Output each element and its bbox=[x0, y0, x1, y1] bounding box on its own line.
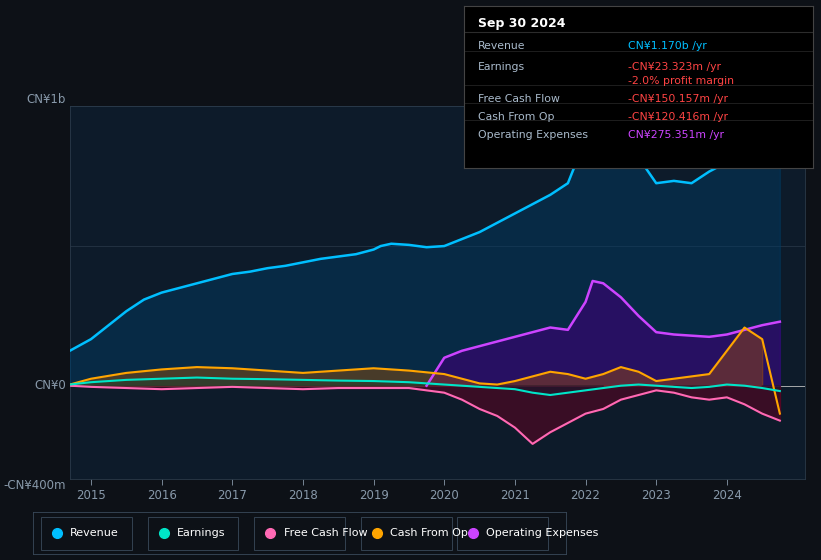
Text: Operating Expenses: Operating Expenses bbox=[487, 529, 599, 538]
Text: Cash From Op: Cash From Op bbox=[390, 529, 468, 538]
Text: Sep 30 2024: Sep 30 2024 bbox=[478, 17, 566, 30]
Text: Revenue: Revenue bbox=[478, 41, 525, 52]
Text: CN¥275.351m /yr: CN¥275.351m /yr bbox=[628, 130, 724, 140]
Text: Free Cash Flow: Free Cash Flow bbox=[284, 529, 367, 538]
Text: Earnings: Earnings bbox=[177, 529, 226, 538]
Text: -CN¥23.323m /yr: -CN¥23.323m /yr bbox=[628, 63, 721, 72]
Text: CN¥1.170b /yr: CN¥1.170b /yr bbox=[628, 41, 707, 52]
Text: Free Cash Flow: Free Cash Flow bbox=[478, 94, 560, 104]
Text: -2.0% profit margin: -2.0% profit margin bbox=[628, 76, 734, 86]
Text: -CN¥400m: -CN¥400m bbox=[3, 479, 67, 492]
Text: Revenue: Revenue bbox=[71, 529, 119, 538]
Text: Cash From Op: Cash From Op bbox=[478, 112, 554, 122]
Text: Earnings: Earnings bbox=[478, 63, 525, 72]
Text: Operating Expenses: Operating Expenses bbox=[478, 130, 588, 140]
Text: -CN¥120.416m /yr: -CN¥120.416m /yr bbox=[628, 112, 728, 122]
Text: CN¥1b: CN¥1b bbox=[27, 94, 67, 106]
Text: CN¥0: CN¥0 bbox=[34, 379, 67, 392]
Text: -CN¥150.157m /yr: -CN¥150.157m /yr bbox=[628, 94, 728, 104]
